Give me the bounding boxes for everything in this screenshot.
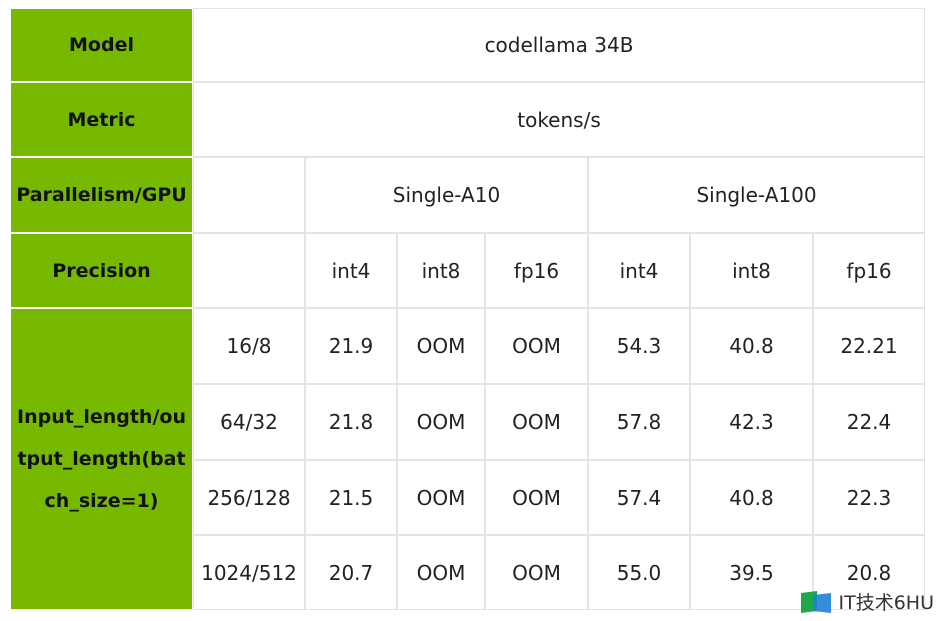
column-header: int8 [397,233,485,308]
value-cell: 21.5 [305,460,397,535]
length-cell: 1024/512 [193,535,305,610]
value-cell: 54.3 [588,308,690,384]
row-header: Input_length/output_length(batch_size=1) [10,308,193,610]
value-cell: 21.9 [305,308,397,384]
cell: tokens/s [193,82,925,157]
value-cell: 57.4 [588,460,690,535]
row-header: Precision [10,233,193,308]
value-cell: 40.8 [690,308,813,384]
value-cell: OOM [397,308,485,384]
value-cell: OOM [397,535,485,610]
value-cell: 22.21 [813,308,925,384]
value-cell: 21.8 [305,384,397,460]
value-cell: OOM [397,384,485,460]
value-cell: 20.7 [305,535,397,610]
column-header: fp16 [485,233,588,308]
row-header: Parallelism/GPU [10,157,193,233]
value-cell: OOM [485,535,588,610]
value-cell: 39.5 [690,535,813,610]
value-cell: 22.3 [813,460,925,535]
length-cell: 256/128 [193,460,305,535]
length-cell: 16/8 [193,308,305,384]
watermark-text: IT技术6HU [838,592,935,614]
value-cell: OOM [485,460,588,535]
group-header: Single-A100 [588,157,925,233]
column-header: int8 [690,233,813,308]
value-cell: 57.8 [588,384,690,460]
column-header: int4 [305,233,397,308]
value-cell: 20.8 [813,535,925,610]
empty-cell [193,157,305,233]
column-header: int4 [588,233,690,308]
value-cell: 42.3 [690,384,813,460]
group-header: Single-A10 [305,157,588,233]
value-cell: OOM [485,384,588,460]
cell: codellama 34B [193,8,925,82]
watermark-icon [800,590,831,613]
value-cell: 40.8 [690,460,813,535]
row-header: Model [10,8,193,82]
watermark: IT技术6HU [799,588,935,615]
column-header: fp16 [813,233,925,308]
value-cell: OOM [397,460,485,535]
length-cell: 64/32 [193,384,305,460]
value-cell: 22.4 [813,384,925,460]
empty-cell [193,233,305,308]
row-header: Metric [10,82,193,157]
value-cell: 55.0 [588,535,690,610]
value-cell: OOM [485,308,588,384]
